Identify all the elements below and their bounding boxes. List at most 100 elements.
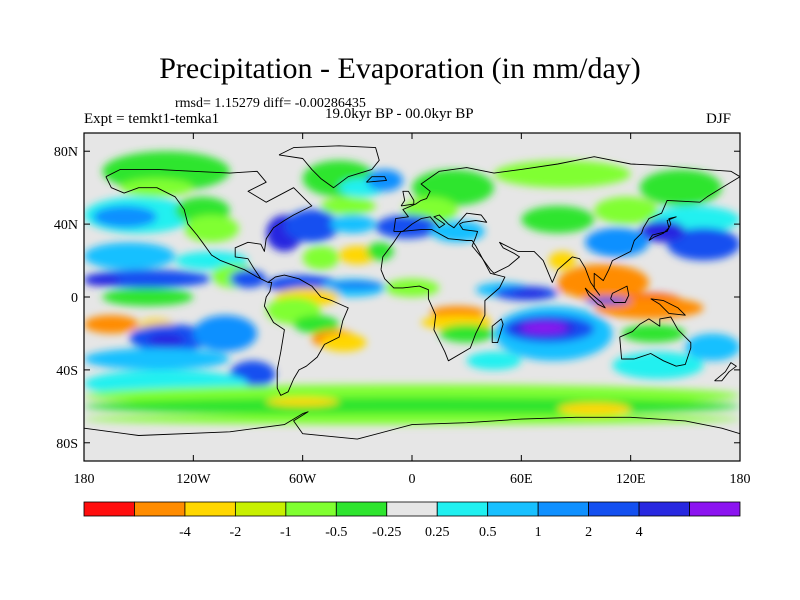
longitude-ticks: 180 120W 60W 0 60E 120E 180 xyxy=(74,133,751,487)
colorbar-swatch-3 xyxy=(234,501,287,517)
lat-tick-label-2: 0 xyxy=(71,291,78,306)
lon-tick-label-6: 180 xyxy=(730,472,751,487)
colorbar-swatch-9 xyxy=(537,501,590,517)
colorbar-label-6: 0.5 xyxy=(479,525,497,540)
field-region-50 xyxy=(293,315,340,334)
lon-tick-label-4: 60E xyxy=(510,472,533,487)
lon-tick-label-0: 180 xyxy=(74,472,95,487)
lon-tick-label-5: 120E xyxy=(616,472,646,487)
lon-tick-label-3: 0 xyxy=(409,472,416,487)
field-region-30 xyxy=(84,275,121,287)
field-region-12 xyxy=(184,215,239,243)
field-region-43 xyxy=(557,264,649,301)
coastline-2 xyxy=(380,229,506,362)
field-region-52 xyxy=(320,333,367,352)
colorbar-swatch-12 xyxy=(689,501,741,517)
coastline-0 xyxy=(105,168,313,283)
coastline-8 xyxy=(648,216,677,241)
colorbar-label-5: 0.25 xyxy=(425,525,450,540)
colorbar-swatch-2 xyxy=(184,501,236,517)
coastline-13 xyxy=(366,176,387,183)
colorbar-swatch-10 xyxy=(588,501,640,517)
stats-text: rmsd= 1.15279 diff= -0.00286435 xyxy=(175,96,366,111)
field-region-69 xyxy=(612,351,704,380)
field-region-26 xyxy=(594,196,658,225)
coastlines xyxy=(84,145,740,440)
field-region-23 xyxy=(667,227,740,261)
coastline-3 xyxy=(393,156,740,296)
coastline-6 xyxy=(400,190,415,207)
field-region-76 xyxy=(557,402,631,416)
colorbar-swatch-0 xyxy=(83,501,135,517)
lat-tick-label-1: 40N xyxy=(54,218,78,233)
field-region-53 xyxy=(84,315,139,334)
field-region-70 xyxy=(621,324,686,343)
field-region-15 xyxy=(330,215,376,234)
colorbar-label-0: -4 xyxy=(179,525,191,540)
lon-tick-label-2: 60W xyxy=(289,472,317,487)
lon-tick-label-1: 120W xyxy=(176,472,211,487)
field-region-41 xyxy=(512,289,549,297)
field-region-37 xyxy=(330,282,385,288)
field-region-74 xyxy=(84,413,740,425)
map-title: Precipitation - Evaporation (in mm/day) xyxy=(159,52,641,85)
coastline-7 xyxy=(491,318,504,344)
coastline-4 xyxy=(619,316,692,367)
field-region-56 xyxy=(147,333,185,349)
colorbar-label-2: -1 xyxy=(280,525,292,540)
field-region-14 xyxy=(284,209,340,243)
colorbar-swatch-11 xyxy=(638,501,690,517)
colorbar-swatch-7 xyxy=(436,501,489,517)
field-region-19 xyxy=(339,245,376,265)
field-region-20 xyxy=(302,245,340,270)
season-label: DJF xyxy=(706,111,732,127)
coastline-9 xyxy=(584,287,606,309)
field-region-28 xyxy=(84,242,176,270)
field-region-61 xyxy=(430,306,485,319)
field-region-73 xyxy=(84,397,740,416)
field-region-21 xyxy=(366,242,394,261)
colorbar-label-3: -0.5 xyxy=(325,525,347,540)
colorbar-swatch-1 xyxy=(134,501,186,517)
field-region-44 xyxy=(548,251,576,270)
field-region-57 xyxy=(84,348,230,370)
coastline-5 xyxy=(278,145,380,189)
colorbar-label-7: 1 xyxy=(535,525,542,540)
lat-tick-label-3: 40S xyxy=(56,364,78,379)
coastline-11 xyxy=(650,298,686,316)
colorbar-label-4: -0.25 xyxy=(372,525,401,540)
colorbar-swatch-6 xyxy=(386,501,438,517)
field-region-27 xyxy=(521,205,595,234)
field-region-16 xyxy=(320,196,376,215)
lat-tick-label-4: 80S xyxy=(56,437,78,452)
map-area xyxy=(84,133,740,461)
field-region-3 xyxy=(412,169,494,206)
field-region-17 xyxy=(375,215,440,239)
field-region-58 xyxy=(193,315,258,352)
field-region-33 xyxy=(229,269,267,288)
field-region-18 xyxy=(430,220,485,243)
colorbar-swatch-5 xyxy=(335,501,388,517)
colorbar-label-9: 4 xyxy=(636,525,643,540)
field-region-8 xyxy=(639,169,722,206)
period-label: 19.0kyr BP - 00.0kyr BP xyxy=(325,106,474,122)
coastline-12 xyxy=(84,411,740,440)
field-region-7 xyxy=(493,160,631,188)
field-region-10 xyxy=(93,205,157,228)
field-region-71 xyxy=(685,333,740,361)
colorbar-label-1: -2 xyxy=(230,525,242,540)
coastline-14 xyxy=(714,362,737,382)
field-region-25 xyxy=(585,227,649,257)
field-region-63 xyxy=(439,324,494,343)
colorbar-label-8: 2 xyxy=(585,525,592,540)
latitude-ticks: 80N 40N 0 40S 80S xyxy=(54,145,740,452)
colorbar-swatch-4 xyxy=(285,501,337,517)
field-region-75 xyxy=(266,397,340,407)
colorbar-swatch-8 xyxy=(487,501,539,517)
coastline-1 xyxy=(263,274,349,396)
lat-tick-label-0: 80N xyxy=(54,145,78,160)
field-region-68 xyxy=(466,351,522,370)
coastline-10 xyxy=(610,285,630,303)
field-region-38 xyxy=(384,278,440,297)
